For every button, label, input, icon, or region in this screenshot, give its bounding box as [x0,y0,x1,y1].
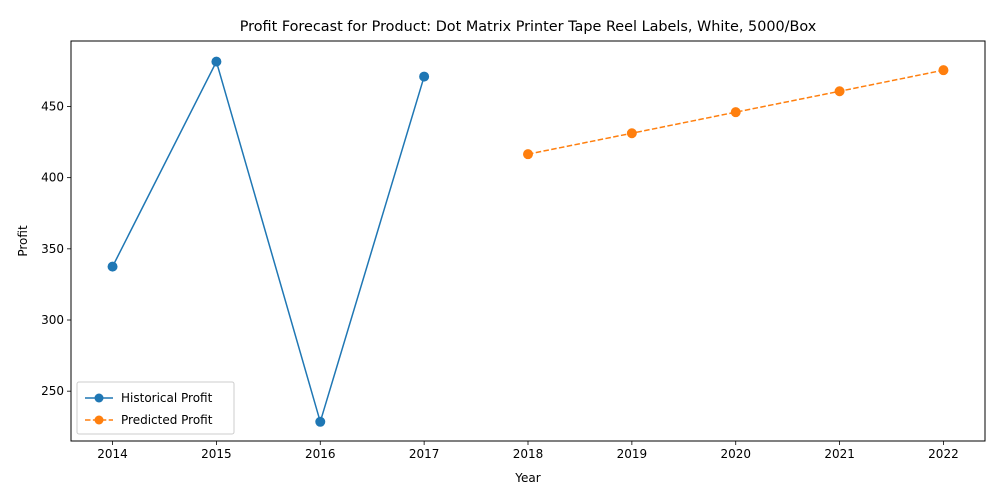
data-point-historical [315,416,326,427]
legend: Historical Profit Predicted Profit [76,381,235,435]
x-tick-label: 2016 [305,447,336,461]
legend-marker-predicted [94,415,104,425]
data-point-historical [419,71,430,82]
data-point-predicted [834,86,845,97]
x-tick-label: 2014 [97,447,128,461]
series-layer [107,56,949,427]
series-line-historical [111,59,425,425]
data-point-predicted [523,149,533,160]
x-axis: 2014 2015 2016 2017 2018 2019 2020 2021 2022 [97,441,959,461]
data-point-predicted [626,128,637,139]
data-point-predicted [938,65,949,76]
legend-box [76,381,235,435]
y-tick-label: 250 [41,384,64,398]
x-tick-label: 2015 [201,447,232,461]
x-axis-label: Year [514,471,540,485]
data-point-historical [107,261,118,272]
y-tick-label: 450 [41,99,64,113]
y-tick-label: 300 [41,313,64,327]
y-axis-label: Profit [16,225,30,257]
legend-label-historical: Historical Profit [121,391,213,405]
y-tick-label: 400 [41,171,64,185]
x-tick-label: 2017 [409,447,440,461]
x-tick-label: 2018 [513,447,544,461]
chart-title: Profit Forecast for Product: Dot Matrix … [240,19,817,35]
x-tick-label: 2022 [928,447,959,461]
data-point-predicted [730,107,741,118]
y-axis: 250 300 350 400 450 [41,99,71,398]
legend-label-predicted: Predicted Profit [121,413,213,427]
x-tick-label: 2020 [720,447,751,461]
y-tick-label: 350 [41,242,64,256]
x-tick-label: 2021 [824,447,855,461]
legend-marker-historical [94,393,104,403]
x-tick-label: 2019 [617,447,648,461]
data-point-historical [211,56,222,67]
